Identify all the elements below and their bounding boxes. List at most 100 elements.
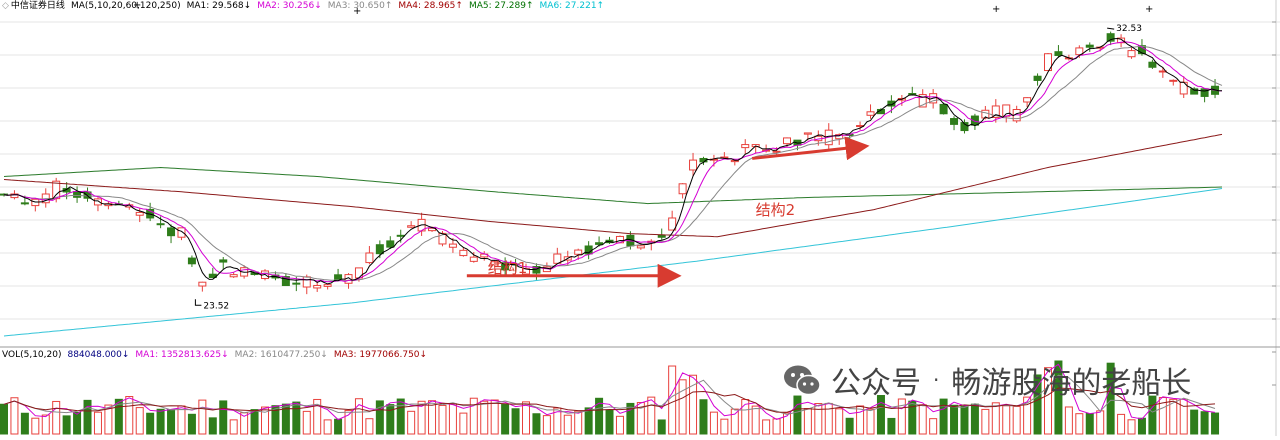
- volume-bar: [835, 408, 844, 435]
- volume-bar: [960, 405, 969, 435]
- candle-body: [803, 132, 812, 135]
- candle-body: [365, 252, 374, 264]
- candle-body: [1023, 97, 1032, 103]
- volume-bar: [1075, 413, 1084, 435]
- candle-body: [1169, 79, 1178, 82]
- volume-bar: [1179, 398, 1188, 435]
- volume-bar: [1148, 395, 1157, 435]
- ma5-line: [3, 37, 1223, 285]
- volume-bar: [386, 404, 395, 435]
- volume-bar: [114, 398, 123, 435]
- candle-body: [1200, 88, 1209, 97]
- volume-bar: [354, 398, 363, 435]
- volume-bar: [511, 408, 520, 435]
- volume-bar: [668, 365, 677, 435]
- volume-bar: [699, 399, 708, 435]
- volume-bar: [490, 399, 499, 435]
- candle-body: [574, 249, 583, 255]
- candle-body: [689, 159, 698, 171]
- candle-body: [595, 242, 604, 245]
- volume-bar: [897, 398, 906, 435]
- candle-body: [20, 202, 29, 205]
- volume-bar: [1064, 406, 1073, 435]
- candle-body: [334, 274, 343, 280]
- watermark-separator: ·: [933, 368, 940, 392]
- ma6-value: MA6: 27.221↑: [539, 1, 605, 11]
- volume-bar: [647, 396, 656, 435]
- volume-bar: [104, 404, 113, 435]
- ma-legend: ◇ 中信证券日线 MA(5,10,20,60,120,250) MA1: 29.568…: [2, 0, 610, 12]
- candle-body: [1033, 75, 1042, 81]
- volume-bar: [459, 412, 468, 435]
- volume-bar: [31, 417, 40, 435]
- volume-bar: [187, 413, 196, 435]
- volume-bar: [469, 397, 478, 435]
- candle-body: [939, 103, 948, 115]
- candle-body: [292, 282, 301, 285]
- volume-bar: [709, 411, 718, 435]
- volume-bar: [438, 404, 447, 435]
- candle-body: [1075, 47, 1084, 56]
- volume-bar: [198, 399, 207, 435]
- volume-bar: [20, 412, 29, 435]
- volume-bar: [584, 407, 593, 435]
- volume-bar: [1211, 412, 1220, 435]
- volume-bar: [428, 400, 437, 435]
- volume-bar: [302, 410, 311, 435]
- candle-body: [448, 243, 457, 248]
- candle-body: [950, 118, 959, 125]
- candle-body: [1190, 88, 1199, 95]
- candle-body: [459, 249, 468, 257]
- volume-bar: [542, 415, 551, 435]
- volume-bar: [1137, 417, 1146, 435]
- volume-bar: [448, 403, 457, 435]
- candle-body: [783, 137, 791, 145]
- volume-bar: [1054, 360, 1063, 435]
- event-marker: +: [353, 6, 361, 17]
- ma250-line: [3, 188, 1223, 337]
- ma4-value: MA4: 28.965↑: [398, 1, 463, 11]
- candle-body: [10, 193, 19, 199]
- volume-bar: [970, 403, 979, 435]
- volume-bar: [1085, 413, 1094, 435]
- volume-bar: [856, 405, 865, 435]
- volume-bar: [689, 374, 698, 435]
- candle-body: [1106, 33, 1115, 42]
- volume-legend: VOL(5,10,20) 884048.000↓ MA1: 1352813.625↓…: [2, 349, 433, 361]
- volume-bar: [1012, 406, 1021, 435]
- volume-bar: [146, 412, 155, 435]
- volume-bar: [553, 407, 562, 435]
- volume-bar: [563, 414, 572, 435]
- volume-bar: [501, 404, 510, 435]
- volume-bar: [626, 402, 635, 435]
- volume-bar: [720, 418, 729, 435]
- candle-body: [1002, 104, 1011, 117]
- candle-body: [991, 105, 1000, 118]
- volume-bar: [135, 407, 144, 435]
- ma-legend-icon: ◇: [2, 1, 9, 11]
- candle-body: [323, 284, 332, 287]
- candle-body: [73, 191, 82, 198]
- candle-body: [1044, 53, 1052, 72]
- volume-bar: [1200, 411, 1209, 435]
- volume-bar: [814, 403, 823, 435]
- volume-bar: [751, 405, 760, 435]
- volume-bar: [1044, 367, 1052, 435]
- candle-body: [428, 227, 437, 232]
- stock-title: 中信证券日线: [10, 1, 65, 11]
- volume-bar: [480, 400, 489, 435]
- vol-ma2-value: MA2: 1610477.250↓: [234, 350, 328, 360]
- volume-bar: [793, 395, 802, 435]
- candle-body: [866, 111, 875, 116]
- candle-body: [375, 244, 384, 255]
- candle-body: [741, 144, 750, 149]
- volume-bar: [344, 409, 353, 435]
- volume-bar: [1002, 405, 1011, 435]
- vol-ma1-value: MA1: 1352813.625↓: [135, 350, 229, 360]
- volume-bar: [407, 410, 416, 435]
- volume-bar: [678, 379, 687, 435]
- candle-body: [83, 191, 92, 199]
- candle-body: [1127, 50, 1136, 58]
